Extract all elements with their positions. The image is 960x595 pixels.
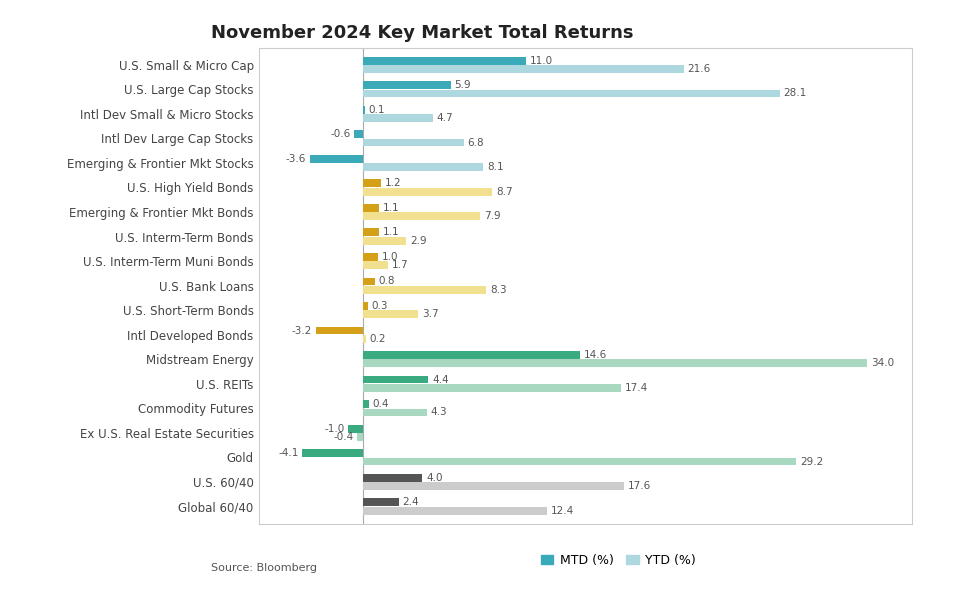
Bar — [302, 449, 363, 457]
Bar — [363, 277, 375, 286]
Text: -0.4: -0.4 — [333, 432, 353, 442]
Text: 4.4: 4.4 — [432, 375, 448, 384]
Text: 1.2: 1.2 — [385, 178, 401, 188]
Text: 1.7: 1.7 — [392, 260, 409, 270]
Bar — [363, 179, 381, 187]
Bar — [316, 327, 363, 334]
Bar — [363, 212, 480, 220]
Bar — [354, 130, 363, 138]
Text: 4.7: 4.7 — [437, 113, 453, 123]
Text: 3.7: 3.7 — [421, 309, 439, 320]
Bar — [363, 507, 547, 515]
Text: 11.0: 11.0 — [530, 55, 553, 65]
Text: 1.0: 1.0 — [382, 252, 398, 262]
Bar — [363, 409, 427, 416]
Text: 17.6: 17.6 — [628, 481, 651, 491]
Bar — [363, 286, 486, 294]
Bar — [363, 163, 483, 171]
Text: -3.6: -3.6 — [285, 154, 306, 164]
Bar — [363, 311, 418, 318]
Text: 8.1: 8.1 — [487, 162, 504, 172]
Bar — [363, 474, 422, 481]
Text: 8.3: 8.3 — [490, 285, 507, 295]
Bar — [357, 433, 363, 441]
Text: -0.6: -0.6 — [330, 129, 350, 139]
Bar — [363, 139, 464, 146]
Bar — [363, 106, 365, 114]
Text: 1.1: 1.1 — [383, 203, 399, 213]
Legend: MTD (%), YTD (%): MTD (%), YTD (%) — [536, 549, 701, 572]
Bar — [348, 425, 363, 433]
Bar — [363, 384, 621, 392]
Text: 0.4: 0.4 — [372, 399, 389, 409]
Bar — [363, 499, 398, 506]
Bar — [363, 81, 450, 89]
Bar — [363, 458, 796, 465]
Text: -3.2: -3.2 — [292, 325, 312, 336]
Text: 4.3: 4.3 — [431, 408, 447, 418]
Text: 12.4: 12.4 — [551, 506, 574, 516]
Text: 5.9: 5.9 — [454, 80, 471, 90]
Bar — [363, 204, 379, 212]
Text: 2.9: 2.9 — [410, 236, 426, 246]
Text: November 2024 Key Market Total Returns: November 2024 Key Market Total Returns — [211, 24, 634, 42]
Text: 28.1: 28.1 — [783, 89, 807, 99]
Text: 0.3: 0.3 — [372, 301, 388, 311]
Bar — [363, 302, 368, 310]
Text: 6.8: 6.8 — [468, 137, 484, 148]
Bar — [363, 359, 868, 367]
Bar — [363, 335, 366, 343]
Text: 2.4: 2.4 — [402, 497, 419, 508]
Text: 4.0: 4.0 — [426, 472, 443, 483]
Text: 0.8: 0.8 — [378, 277, 396, 286]
Text: 17.4: 17.4 — [625, 383, 648, 393]
Text: 29.2: 29.2 — [800, 456, 824, 466]
Bar — [363, 351, 580, 359]
Bar — [310, 155, 363, 162]
Text: 21.6: 21.6 — [687, 64, 710, 74]
Text: 14.6: 14.6 — [584, 350, 607, 360]
Text: Source: Bloomberg: Source: Bloomberg — [211, 563, 317, 573]
Bar — [363, 114, 433, 122]
Bar — [363, 187, 492, 196]
Bar — [363, 90, 780, 98]
Text: -1.0: -1.0 — [324, 424, 345, 434]
Text: 34.0: 34.0 — [872, 358, 895, 368]
Text: -4.1: -4.1 — [278, 448, 299, 458]
Text: 0.1: 0.1 — [369, 105, 385, 115]
Bar — [363, 57, 526, 64]
Bar — [363, 261, 388, 269]
Text: 7.9: 7.9 — [484, 211, 500, 221]
Bar — [363, 375, 428, 384]
Bar — [363, 65, 684, 73]
Bar — [363, 400, 369, 408]
Text: 8.7: 8.7 — [496, 187, 513, 196]
Bar — [363, 253, 378, 261]
Text: 1.1: 1.1 — [383, 227, 399, 237]
Text: 0.2: 0.2 — [370, 334, 386, 344]
Bar — [363, 228, 379, 236]
Bar — [363, 237, 406, 245]
Bar — [363, 482, 624, 490]
